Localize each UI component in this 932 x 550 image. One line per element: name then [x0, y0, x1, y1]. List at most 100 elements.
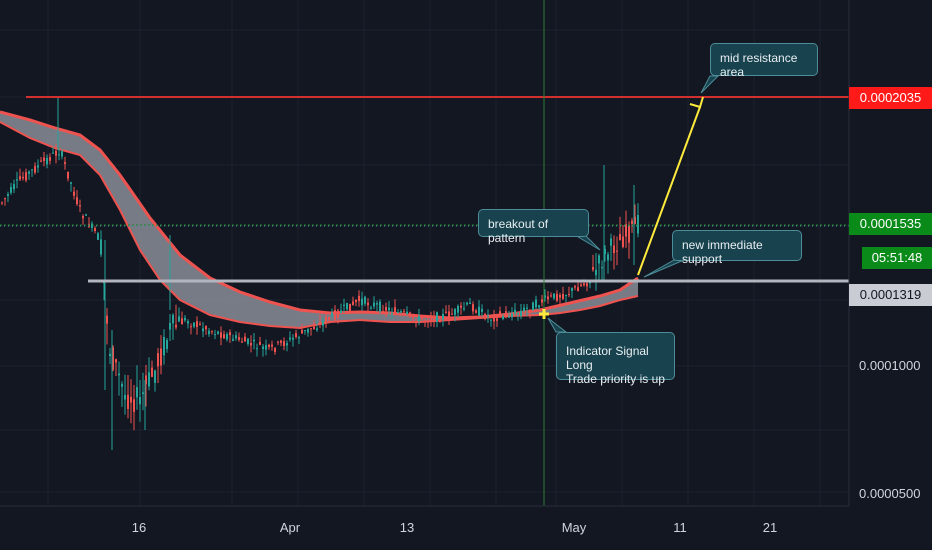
- candle-body: [571, 288, 573, 291]
- candle-body: [49, 156, 51, 161]
- candle-body: [7, 194, 9, 196]
- candle-body: [67, 171, 69, 179]
- candle-body: [601, 267, 603, 269]
- candle-body: [55, 150, 57, 156]
- candle-body: [523, 307, 525, 312]
- candle-body: [124, 395, 126, 400]
- y-tick-label: 0.0001000: [859, 358, 921, 373]
- candle-body: [307, 328, 309, 333]
- callout-signal-line1: Indicator Signal Long: [566, 344, 649, 372]
- candle-body: [562, 294, 564, 299]
- candle-body: [61, 151, 63, 157]
- candle-body: [577, 287, 579, 292]
- candle-body: [214, 334, 216, 336]
- candle-body: [349, 303, 351, 311]
- candle-body: [232, 338, 234, 341]
- candle-body: [205, 326, 207, 330]
- candle-body: [271, 344, 273, 347]
- candle-body: [334, 310, 336, 320]
- candle-body: [430, 318, 432, 321]
- candle-body: [628, 225, 630, 243]
- candle-body: [499, 311, 501, 315]
- candle-body: [550, 295, 552, 297]
- candle-body: [76, 197, 78, 204]
- candle-body: [502, 316, 504, 319]
- callout-support-text: new immediate support: [682, 238, 763, 266]
- candle-body: [406, 311, 408, 315]
- candle-body: [175, 324, 177, 328]
- candle-body: [538, 305, 540, 308]
- candle-body: [235, 335, 237, 339]
- candle-body: [268, 344, 270, 348]
- candle-body: [574, 286, 576, 288]
- y-tick-label: 0.0000500: [859, 486, 921, 501]
- candle-body: [517, 312, 519, 315]
- candle-body: [301, 329, 303, 334]
- candle-body: [73, 191, 75, 196]
- support-price-label: 0.0001319: [849, 284, 932, 306]
- candle-body: [172, 314, 174, 324]
- candle-body: [520, 310, 522, 316]
- candle-body: [136, 387, 138, 398]
- candle-body: [199, 323, 201, 325]
- candle-body: [445, 311, 447, 313]
- current-price-text: 0.0001535: [859, 216, 922, 231]
- candle-body: [94, 228, 96, 231]
- candle-body: [466, 302, 468, 305]
- callout-indicator-signal: Indicator Signal Long Trade priority is …: [556, 332, 675, 386]
- candle-body: [46, 158, 48, 165]
- candle-body: [565, 295, 567, 296]
- candle-body: [439, 321, 441, 323]
- candle-body: [259, 341, 261, 345]
- candle-body: [556, 293, 558, 301]
- candle-body: [118, 373, 120, 376]
- countdown-label: 05:51:48: [862, 247, 932, 269]
- candle-body: [547, 296, 549, 300]
- candle-body: [4, 198, 6, 200]
- candle-body: [100, 239, 102, 255]
- candle-body: [52, 152, 54, 154]
- candle-body: [568, 294, 570, 296]
- candle-body: [526, 307, 528, 309]
- candle-body: [178, 316, 180, 322]
- candle-body: [319, 321, 321, 323]
- candle-body: [532, 302, 534, 311]
- candle-body: [610, 238, 612, 246]
- candle-body: [10, 187, 12, 193]
- candle-body: [340, 310, 342, 313]
- candle-body: [142, 392, 144, 394]
- candle-body: [361, 298, 363, 306]
- candle-body: [613, 245, 615, 253]
- candle-body: [376, 303, 378, 305]
- candle-body: [397, 312, 399, 314]
- candle-body: [262, 346, 264, 349]
- candle-body: [82, 216, 84, 219]
- candle-body: [583, 283, 585, 286]
- candle-body: [403, 311, 405, 313]
- candle-body: [133, 399, 135, 412]
- candle-body: [25, 172, 27, 181]
- candle-body: [145, 375, 147, 385]
- candle-body: [541, 299, 543, 303]
- countdown-text: 05:51:48: [871, 250, 923, 265]
- candle-body: [139, 397, 141, 405]
- candle-body: [373, 302, 375, 307]
- current-price-label: 0.0001535: [849, 213, 932, 235]
- candle-body: [454, 309, 456, 315]
- candle-body: [604, 249, 606, 255]
- projection-arrow: [637, 106, 701, 276]
- candle-body: [394, 307, 396, 315]
- candle-body: [352, 301, 354, 305]
- candle-body: [121, 383, 123, 387]
- candle-body: [106, 315, 108, 324]
- candle-body: [109, 353, 111, 357]
- candle-body: [187, 321, 189, 324]
- candle-body: [1, 202, 3, 204]
- candle-body: [427, 320, 429, 323]
- candle-body: [484, 314, 486, 319]
- candle-body: [346, 302, 348, 310]
- candle-body: [22, 176, 24, 179]
- candle-body: [157, 353, 159, 367]
- candle-body: [148, 372, 150, 387]
